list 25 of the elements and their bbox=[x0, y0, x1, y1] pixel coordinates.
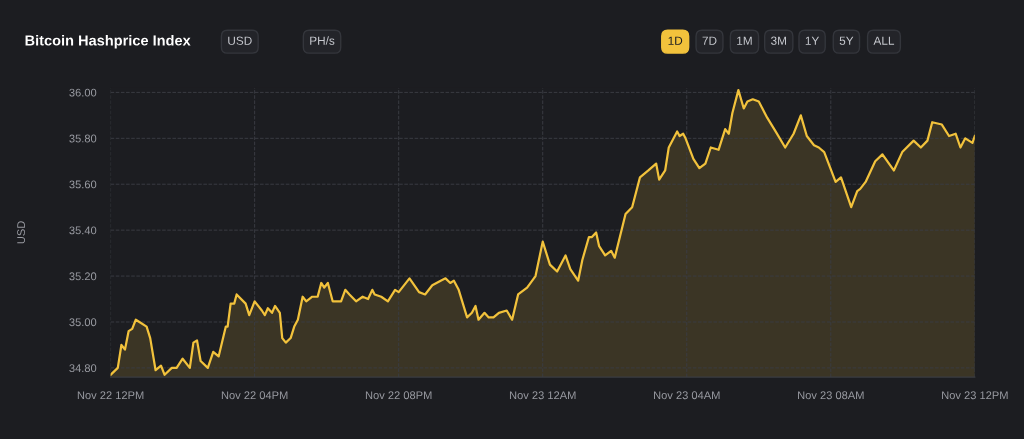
y-axis-title: USD bbox=[228, 36, 252, 45]
chart-title: Bitcoin Hashprice Index bbox=[25, 34, 191, 49]
text: ALL bbox=[873, 36, 895, 45]
y-tick-label: 35.40 bbox=[69, 226, 97, 235]
x-tick-label: Nov 22 04PM bbox=[221, 391, 288, 400]
x-tick-label: Nov 22 12PM bbox=[77, 391, 144, 400]
text: USD bbox=[17, 221, 26, 244]
text: 1D bbox=[668, 36, 683, 45]
y-tick-label: 35.60 bbox=[69, 180, 97, 189]
text: PH/s bbox=[310, 36, 335, 45]
x-tick-label: Nov 22 08PM bbox=[365, 391, 432, 400]
text: 1Y bbox=[805, 36, 820, 45]
y-tick-label: 35.80 bbox=[69, 134, 97, 143]
x-tick-label: Nov 23 08AM bbox=[798, 391, 864, 400]
y-tick-label: 35.00 bbox=[69, 318, 97, 327]
text: 1M bbox=[737, 36, 752, 45]
text: 3M bbox=[771, 36, 786, 45]
x-tick-label: Nov 23 12AM bbox=[509, 391, 576, 400]
text: 5Y bbox=[839, 36, 854, 45]
x-tick-label: Nov 23 12PM bbox=[942, 391, 1008, 400]
x-tick-label: Nov 23 04AM bbox=[654, 391, 720, 400]
y-tick-label: 36.00 bbox=[69, 88, 97, 97]
y-tick-label: 35.20 bbox=[69, 272, 97, 281]
y-tick-label: 34.80 bbox=[69, 364, 97, 373]
text: 7D bbox=[702, 36, 717, 45]
